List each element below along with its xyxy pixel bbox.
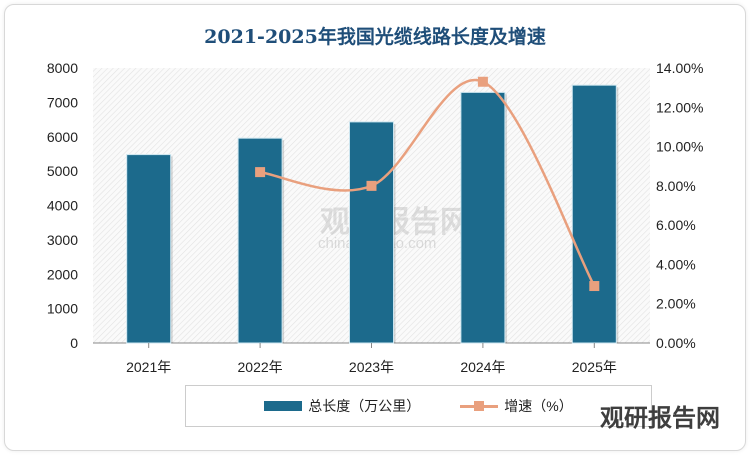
y-tick-label: 3000 (47, 232, 78, 248)
x-tick-label: 2023年 (349, 359, 394, 375)
x-tick-label: 2021年 (126, 359, 171, 375)
y-tick-label: 6000 (47, 129, 78, 145)
y2-tick-label: 14.00% (656, 60, 703, 76)
y-tick-label: 0 (70, 335, 78, 351)
y-tick-label: 7000 (47, 94, 78, 110)
y-tick-label: 8000 (47, 60, 78, 76)
legend-label: 总长度（万公里） (308, 398, 421, 414)
bar (349, 121, 394, 344)
y2-tick-label: 0.00% (656, 335, 696, 351)
legend-item-length: 总长度（万公里） (264, 396, 420, 416)
y2-tick-label: 8.00% (656, 178, 696, 194)
y2-tick-label: 4.00% (656, 256, 696, 272)
y-tick-label: 4000 (47, 198, 78, 214)
bar (126, 154, 172, 344)
y2-tick-label: 2.00% (656, 296, 696, 312)
legend-label: 增速（%） (504, 398, 573, 414)
growth-line (259, 78, 596, 287)
x-tick-label: 2024年 (460, 359, 505, 375)
growth-point (255, 167, 266, 178)
x-tick-label: 2022年 (238, 359, 283, 375)
y2-tick-label: 12.00% (656, 99, 703, 115)
watermark-logo: 观研报告网 (600, 405, 720, 432)
growth-point (366, 180, 377, 191)
legend-swatch-line (460, 400, 499, 411)
growth-point (477, 76, 488, 87)
y2-tick-label: 6.00% (656, 217, 696, 233)
growth-point (589, 281, 600, 292)
legend-swatch-bar (264, 401, 303, 411)
x-tick-label: 2025年 (572, 359, 617, 375)
chart-title: 2021-2025年我国光缆线路长度及增速 (204, 26, 546, 48)
legend-item-growth: 增速（%） (460, 396, 573, 416)
legend: 总长度（万公里） 增速（%） (185, 385, 652, 427)
y-tick-label: 1000 (47, 301, 78, 317)
y-tick-label: 5000 (47, 163, 78, 179)
y2-tick-label: 10.00% (656, 139, 703, 155)
watermark-text: 观研报告网 (320, 206, 470, 239)
bar (571, 84, 617, 344)
y-tick-label: 2000 (47, 266, 78, 282)
bar (460, 91, 506, 344)
